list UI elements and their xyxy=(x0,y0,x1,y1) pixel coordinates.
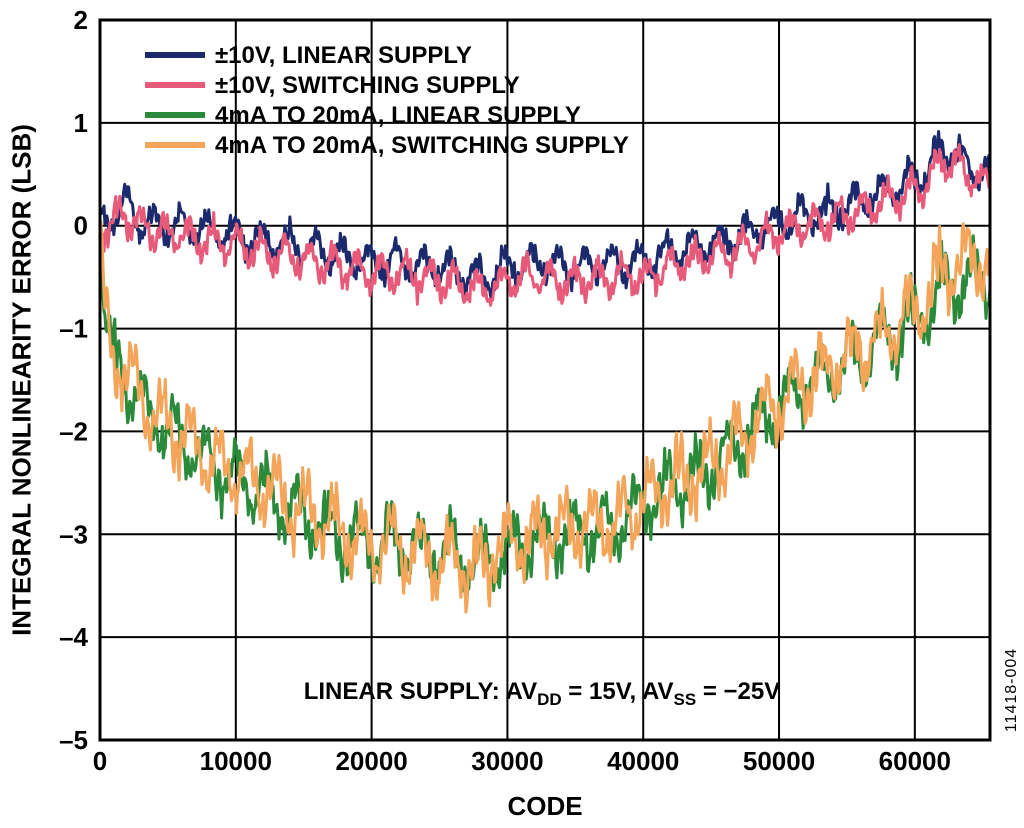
y-tick-label: 1 xyxy=(74,108,88,138)
x-tick-label: 30000 xyxy=(471,746,543,776)
legend-label: ±10V, LINEAR SUPPLY xyxy=(215,42,472,69)
y-axis-label: INTEGRAL NONLINEARITY ERROR (LSB) xyxy=(7,124,38,636)
x-tick-label: 60000 xyxy=(879,746,951,776)
y-tick-label: 2 xyxy=(74,5,88,35)
y-tick-label: –4 xyxy=(59,622,88,652)
x-tick-label: 0 xyxy=(93,746,107,776)
legend-label: 4mA TO 20mA, LINEAR SUPPLY xyxy=(215,102,581,129)
chart-svg: 0 10000 20000 30000 40000 50000 60000 –5 –4 –3 –2 –… xyxy=(0,0,1024,828)
y-tick-label: 0 xyxy=(74,211,88,241)
x-axis-label: CODE xyxy=(507,791,582,822)
y-tick-label: –5 xyxy=(59,725,88,755)
inl-chart: INTEGRAL NONLINEARITY ERROR (LSB) CODE 1… xyxy=(0,0,1024,828)
x-tick-label: 10000 xyxy=(200,746,272,776)
x-tick-label: 50000 xyxy=(743,746,815,776)
y-tick-label: –3 xyxy=(59,519,88,549)
y-tick-label: –2 xyxy=(59,416,88,446)
x-tick-label: 40000 xyxy=(607,746,679,776)
y-tick-label: –1 xyxy=(59,314,88,344)
figure-id: 11418-004 xyxy=(1003,648,1021,732)
legend-label: ±10V, SWITCHING SUPPLY xyxy=(215,72,520,99)
legend-label: 4mA TO 20mA, SWITCHING SUPPLY xyxy=(215,132,629,159)
x-tick-label: 20000 xyxy=(335,746,407,776)
